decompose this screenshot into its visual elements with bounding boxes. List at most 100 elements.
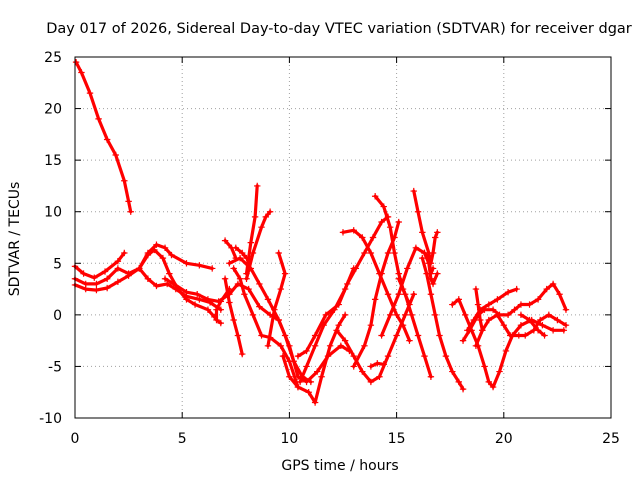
data-point-sat-19-2 — [350, 352, 357, 360]
data-point-sat-04-9 — [159, 254, 167, 262]
data-point-sat-09-3 — [249, 311, 257, 319]
data-point-sat-21-2 — [367, 321, 375, 329]
data-point-sat-27-4 — [436, 332, 443, 339]
data-point-sat-26-0 — [395, 275, 402, 282]
series-sat-34 — [517, 311, 548, 339]
y-tick-label-0: -10 — [39, 411, 62, 427]
series-sat-32 — [472, 285, 486, 334]
data-point-sat-16-6 — [326, 342, 334, 349]
data-point-sat-28-13 — [539, 321, 546, 329]
data-point-sat-17-3 — [322, 311, 330, 319]
data-point-sat-22-1 — [374, 360, 381, 367]
data-point-sat-07-0 — [226, 260, 233, 267]
data-point-sat-12-2 — [232, 254, 239, 262]
data-point-sat-06-0 — [161, 275, 169, 282]
data-point-sat-24-8 — [429, 280, 437, 288]
data-point-sat-16-4 — [311, 399, 319, 406]
data-point-sat-16-7 — [335, 321, 342, 329]
data-point-sat-30-6 — [513, 285, 520, 293]
data-point-sat-27-7 — [455, 378, 462, 386]
data-point-sat-19-5 — [376, 373, 383, 380]
data-point-sat-02-1 — [80, 270, 87, 277]
data-point-sat-05-2 — [153, 282, 160, 290]
data-point-sat-03-12 — [196, 262, 203, 269]
data-point-sat-12-1 — [228, 244, 235, 252]
data-point-sat-29-7 — [511, 306, 518, 313]
data-point-sat-03-13 — [209, 265, 216, 272]
data-point-sat-01-1 — [78, 69, 85, 76]
series-line-sat-26 — [397, 277, 433, 379]
data-point-sat-31-5 — [507, 332, 514, 339]
data-point-sat-34-2 — [534, 327, 542, 334]
data-point-sat-28-11 — [517, 321, 525, 329]
data-point-sat-30-4 — [494, 296, 501, 303]
data-point-sat-23-2 — [386, 223, 394, 231]
data-point-sat-30-3 — [485, 301, 492, 308]
data-point-sat-07-5 — [275, 316, 282, 324]
series-sat-10 — [213, 285, 233, 327]
data-point-sat-15-2 — [277, 285, 285, 293]
axis-ticks — [74, 56, 612, 419]
data-point-sat-27-5 — [442, 352, 450, 360]
data-point-sat-27-3 — [431, 311, 439, 319]
data-point-sat-29-4 — [489, 306, 497, 313]
data-point-sat-20-5 — [384, 291, 392, 298]
data-point-sat-20-8 — [406, 337, 413, 344]
data-point-sat-04-10 — [166, 270, 173, 277]
data-point-sat-30-1 — [470, 316, 477, 324]
data-point-sat-01-4 — [103, 136, 111, 143]
data-point-sat-06-3 — [194, 291, 201, 298]
data-point-sat-20-2 — [359, 234, 366, 241]
data-point-sat-26-3 — [414, 332, 422, 339]
data-point-sat-03-8 — [153, 241, 160, 248]
data-point-sat-28-6 — [485, 378, 492, 386]
x-axis-label: GPS time / hours — [281, 458, 398, 474]
data-point-sat-19-4 — [367, 378, 375, 386]
series-sat-02 — [71, 249, 128, 281]
data-point-sat-10-1 — [217, 298, 224, 305]
data-point-sat-19-6 — [384, 352, 392, 360]
data-point-sat-14-2 — [251, 213, 259, 221]
series-sat-33 — [421, 249, 437, 277]
data-point-sat-29-12 — [549, 280, 557, 288]
data-point-sat-32-0 — [472, 285, 480, 293]
data-point-sat-27-0 — [419, 254, 426, 262]
data-point-sat-03-2 — [93, 280, 100, 288]
data-point-sat-21-1 — [361, 342, 368, 349]
data-point-sat-08-1 — [226, 299, 233, 306]
data-point-sat-07-3 — [256, 280, 263, 288]
data-point-sat-01-6 — [121, 177, 128, 184]
y-tick-label-3: 5 — [53, 256, 62, 272]
data-point-sat-08-4 — [239, 350, 246, 358]
data-point-sat-04-8 — [151, 246, 158, 254]
data-point-sat-13-2 — [258, 223, 265, 231]
data-point-sat-28-0 — [449, 301, 456, 308]
data-point-sat-30-0 — [464, 327, 471, 334]
data-point-sat-19-0 — [333, 327, 340, 334]
data-point-sat-25-5 — [429, 249, 437, 257]
data-point-sat-16-1 — [286, 373, 293, 380]
data-point-sat-14-1 — [247, 239, 255, 246]
data-point-sat-20-7 — [399, 321, 407, 329]
data-point-sat-21-3 — [371, 296, 379, 303]
data-point-sat-08-0 — [221, 275, 229, 282]
data-point-sat-20-6 — [393, 311, 400, 319]
data-point-sat-28-14 — [549, 327, 557, 334]
data-point-sat-19-3 — [359, 368, 366, 375]
data-point-sat-10-4 — [217, 319, 224, 327]
data-point-sat-19-9 — [410, 291, 417, 298]
data-point-sat-24-0 — [378, 332, 385, 339]
data-point-sat-18-6 — [350, 265, 357, 272]
data-point-sat-04-4 — [114, 278, 122, 286]
data-point-sat-29-0 — [459, 337, 467, 344]
data-point-sat-27-2 — [427, 291, 435, 298]
series-line-sat-24 — [380, 246, 439, 338]
data-point-sat-03-11 — [183, 260, 190, 267]
series-line-sat-04 — [73, 248, 216, 319]
data-point-sat-21-0 — [350, 363, 357, 370]
data-point-sat-24-9 — [434, 270, 441, 277]
series-sat-04 — [71, 246, 218, 321]
data-point-sat-07-6 — [286, 342, 293, 349]
